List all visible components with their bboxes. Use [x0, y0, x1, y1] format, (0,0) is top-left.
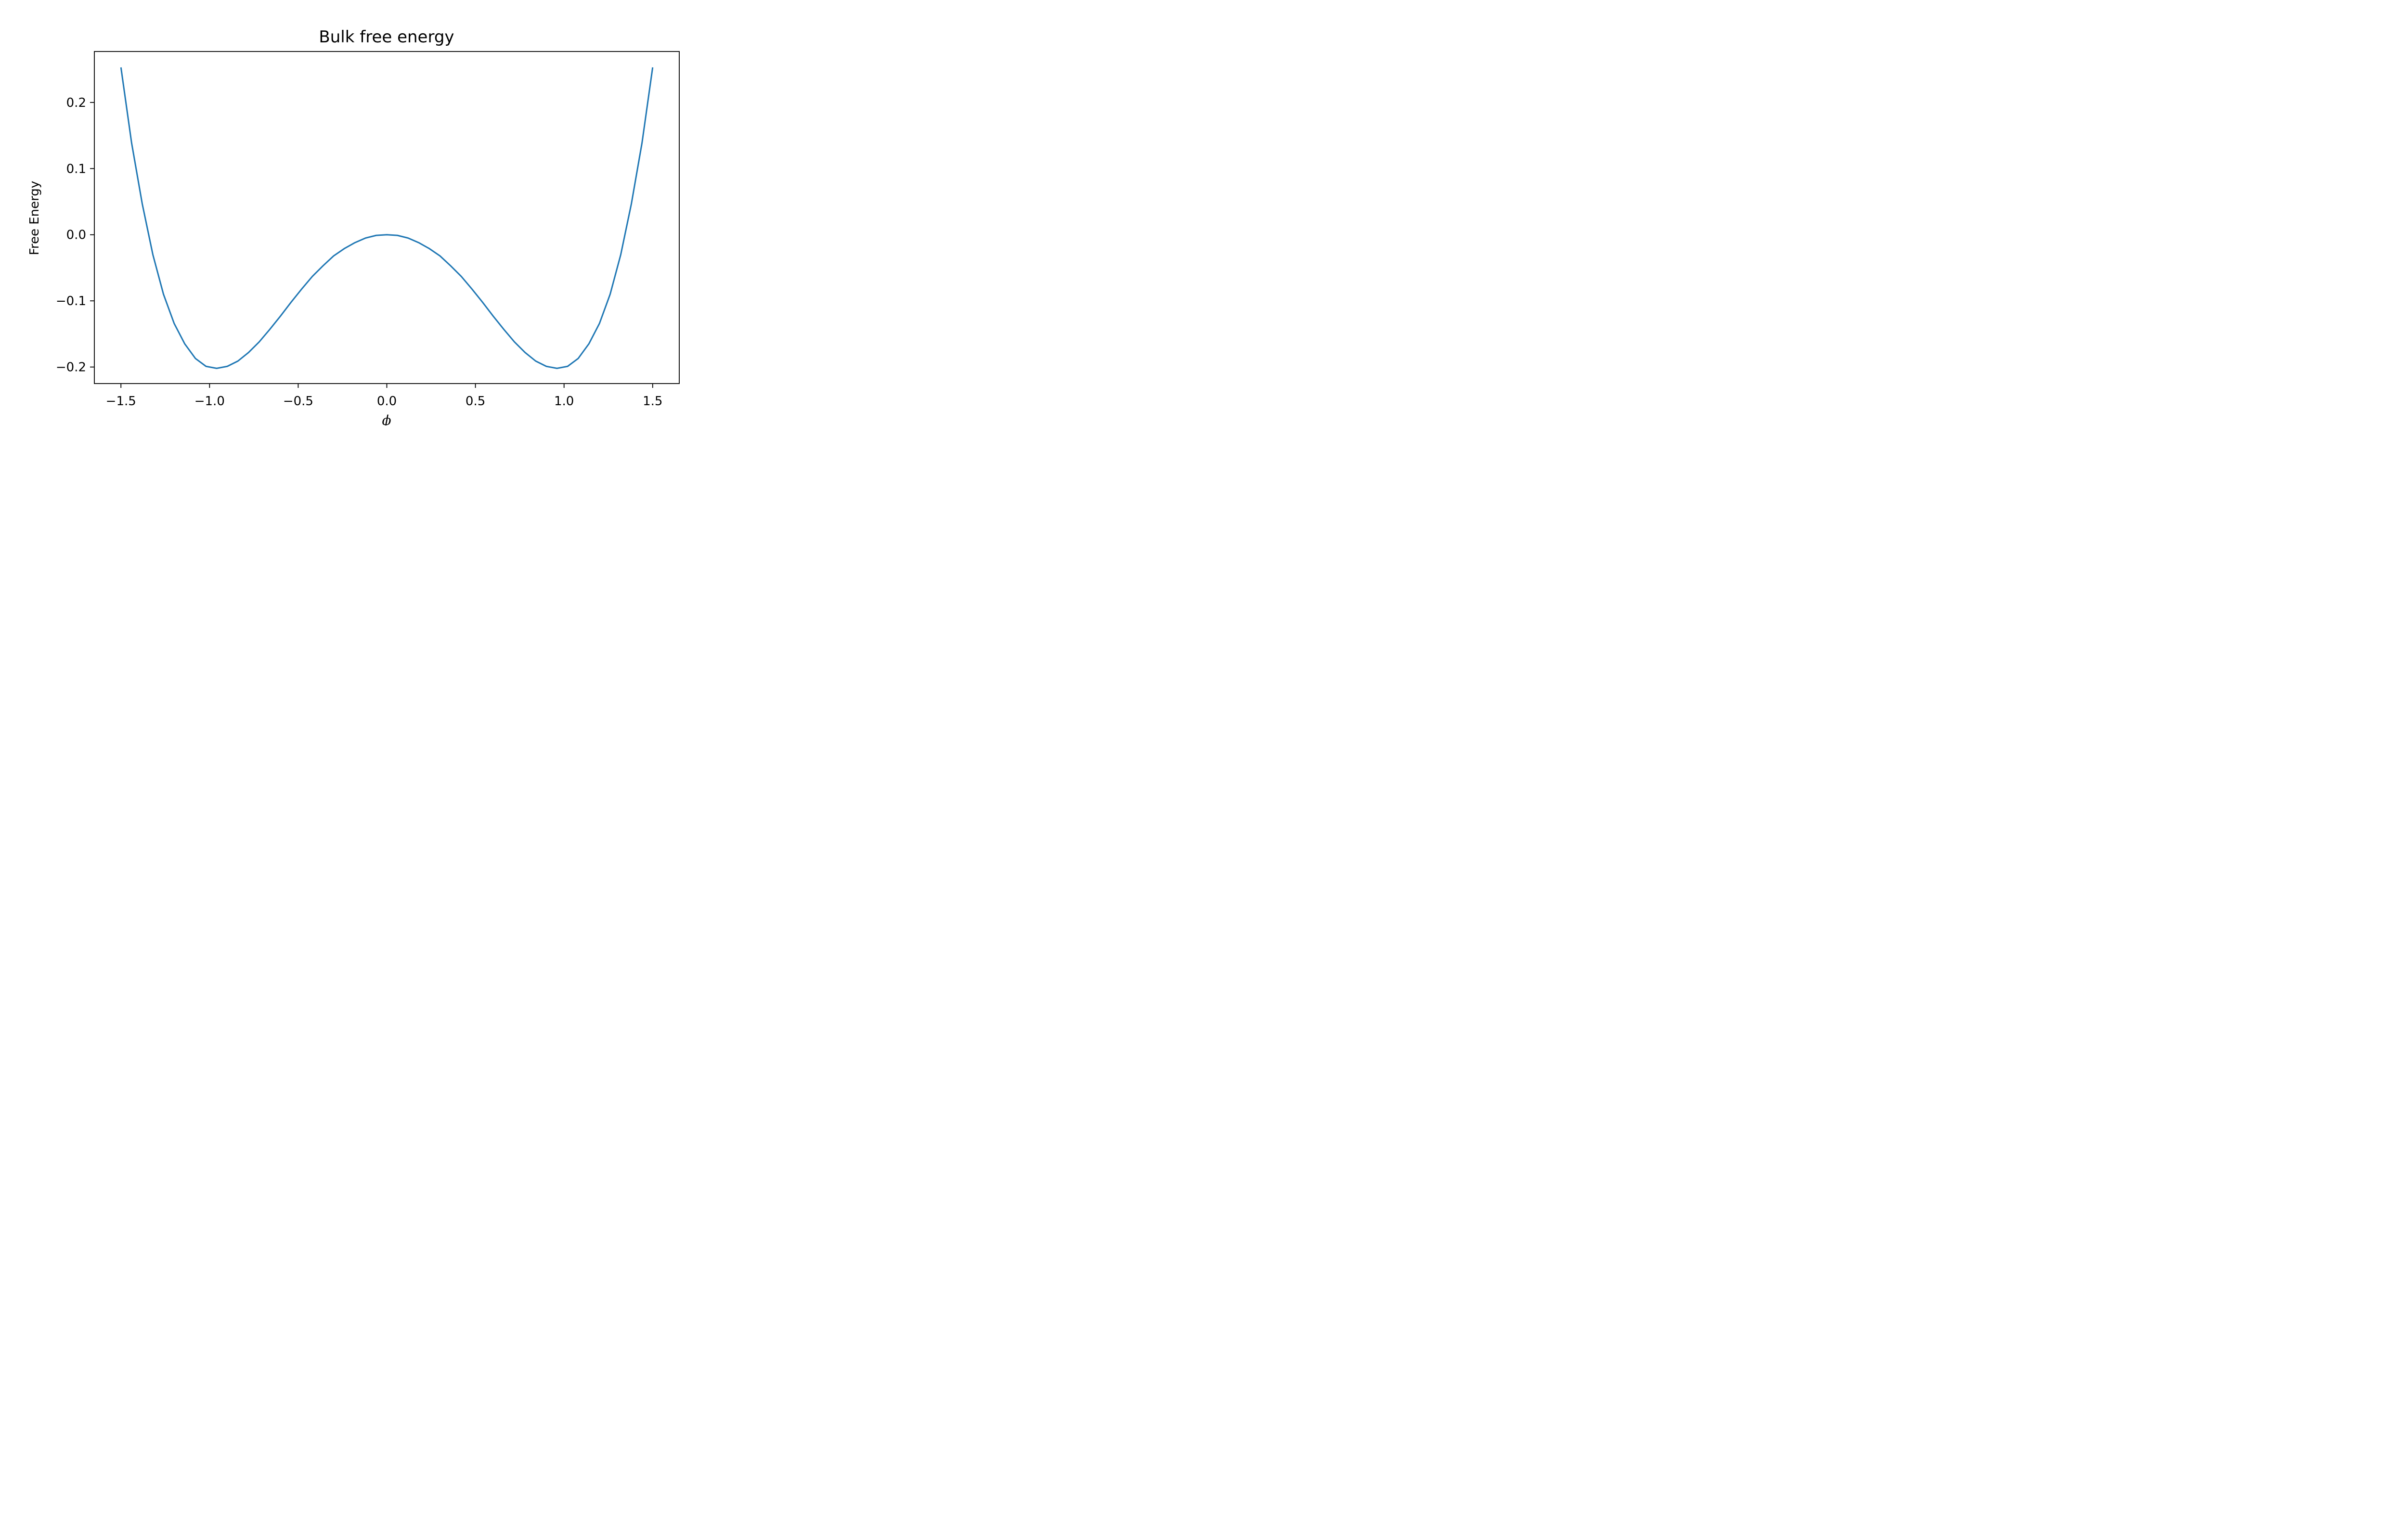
y-tick-label: 0.1 — [66, 162, 86, 176]
y-axis-ticks: −0.2 −0.1 0.0 0.1 0.2 — [56, 96, 94, 375]
y-tick-label: 0.0 — [66, 228, 86, 243]
y-tick-label: −0.1 — [56, 294, 86, 308]
x-tick-label: 1.0 — [554, 394, 574, 409]
figure-background — [0, 0, 744, 425]
x-tick-label: 0.5 — [466, 394, 485, 409]
x-tick-label: 0.0 — [377, 394, 397, 409]
x-tick-label: −1.0 — [194, 394, 225, 409]
x-tick-label: −1.5 — [106, 394, 136, 409]
chart-title: Bulk free energy — [319, 27, 454, 47]
x-tick-label: 1.5 — [643, 394, 662, 409]
plot-area: −1.5 −1.0 −0.5 0.0 0.5 1.0 1.5 −0.2 −0.1 0.0 0.1 0… — [56, 51, 680, 409]
free-energy-line — [120, 67, 654, 369]
x-tick-label: −0.5 — [283, 394, 313, 409]
x-axis-label: ϕ — [382, 412, 391, 425]
x-axis-ticks: −1.5 −1.0 −0.5 0.0 0.5 1.0 1.5 — [106, 384, 662, 409]
y-tick-label: 0.2 — [66, 96, 86, 110]
free-energy-chart: Bulk free energy −1.5 −1.0 −0.5 0.0 0.5 1.0 1.… — [0, 0, 744, 425]
y-tick-label: −0.2 — [56, 360, 86, 375]
y-axis-label: Free Energy — [27, 181, 42, 255]
